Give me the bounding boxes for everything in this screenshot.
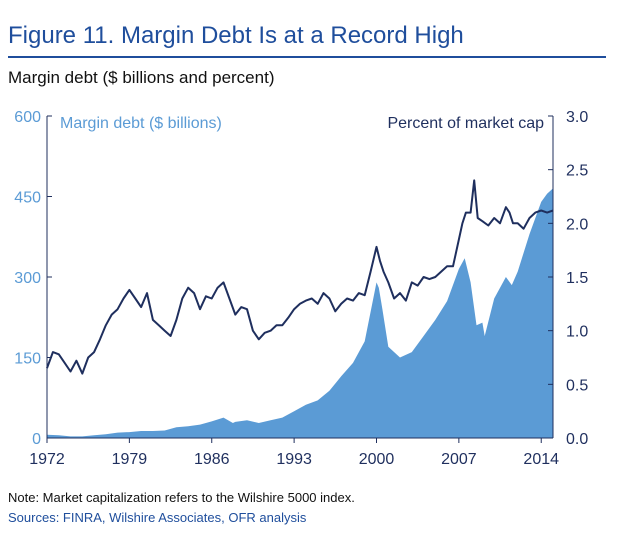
y-left-tick-label: 0 xyxy=(32,431,41,448)
chart-sources: Sources: FINRA, Wilshire Associates, OFR… xyxy=(8,510,307,525)
area-layer xyxy=(47,188,553,438)
y-right-tick-label: 0.5 xyxy=(566,377,588,394)
x-tick-label: 2014 xyxy=(523,451,559,468)
x-tick-label: 1986 xyxy=(194,451,230,468)
margin-debt-area xyxy=(47,188,553,438)
y-left-tick-label: 600 xyxy=(14,109,41,126)
axes-layer: 600 450 300 150 0 3.0 2.5 2.0 1.5 1.0 0.5 0.0 1972 19… xyxy=(14,109,588,468)
x-tick-label: 2000 xyxy=(359,451,395,468)
legend-margin-debt: Margin debt ($ billions) xyxy=(60,115,222,132)
x-tick-label: 2007 xyxy=(441,451,477,468)
y-right-tick-label: 1.0 xyxy=(566,324,588,341)
y-right-tick-label: 2.5 xyxy=(566,163,588,180)
figure-title: Figure 11. Margin Debt Is at a Record Hi… xyxy=(8,22,464,49)
title-rule xyxy=(8,56,606,58)
x-tick-label: 1979 xyxy=(112,451,148,468)
chart-note: Note: Market capitalization refers to th… xyxy=(8,490,355,505)
legend-percent-market-cap: Percent of market cap xyxy=(387,115,544,132)
percent-market-cap-line xyxy=(46,179,554,375)
y-right-tick-label: 3.0 xyxy=(566,109,588,126)
line-layer xyxy=(46,179,554,375)
y-left-tick-label: 450 xyxy=(14,190,41,207)
y-left-tick-label: 300 xyxy=(14,270,41,287)
x-tick-label: 1993 xyxy=(276,451,312,468)
y-right-tick-label: 1.5 xyxy=(566,270,588,287)
y-left-tick-label: 150 xyxy=(14,351,41,368)
x-tick-label: 1972 xyxy=(29,451,65,468)
y-right-tick-label: 0.0 xyxy=(566,431,588,448)
chart: 600 450 300 150 0 3.0 2.5 2.0 1.5 1.0 0.5 0.0 1972 19… xyxy=(14,109,588,468)
figure-subtitle: Margin debt ($ billions and percent) xyxy=(8,68,275,87)
y-right-tick-label: 2.0 xyxy=(566,216,588,233)
